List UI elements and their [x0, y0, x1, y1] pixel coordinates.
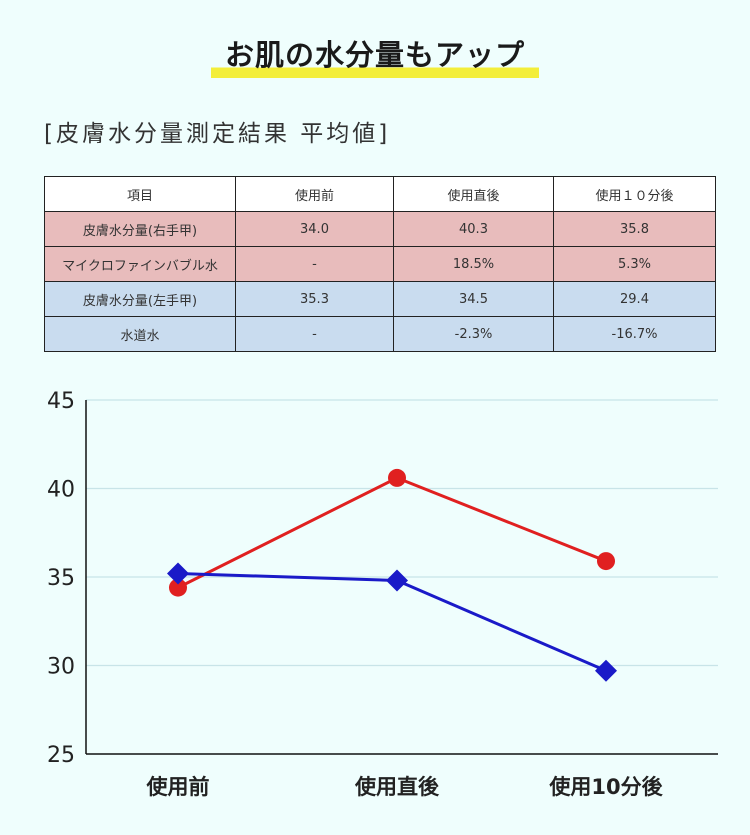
- subtitle: [皮膚水分量測定結果 平均値]: [44, 121, 391, 147]
- table-cell: -: [235, 246, 394, 282]
- data-point: [388, 468, 406, 487]
- headline-wrap: お肌の水分量もアップ: [0, 30, 750, 78]
- y-tick-label: 35: [47, 566, 75, 591]
- table-header-cell: 使用１０分後: [553, 176, 716, 212]
- line-chart: 45 40 35 30 25 使用前 使用直後 使用10分後: [47, 389, 718, 799]
- result-table: 項目 使用前 使用直後 使用１０分後 皮膚水分量(右手甲) 34.0 40.3 35.8 マイク…: [44, 176, 716, 352]
- table-cell: -16.7%: [553, 316, 716, 352]
- table-cell: 34.5: [393, 281, 554, 317]
- table-cell: 40.3: [393, 211, 554, 247]
- table-cell: -: [235, 316, 394, 352]
- table-row-label: 皮膚水分量(左手甲): [44, 281, 236, 317]
- table-cell: 34.0: [235, 211, 394, 247]
- table-header-row: 項目 使用前 使用直後 使用１０分後: [44, 176, 716, 212]
- table-cell: 18.5%: [393, 246, 554, 282]
- table-row: 水道水 - -2.3% -16.7%: [44, 316, 716, 352]
- data-point: [597, 552, 615, 571]
- table-cell: 35.8: [553, 211, 716, 247]
- series-line: [177, 476, 607, 589]
- table-body: 項目 使用前 使用直後 使用１０分後 皮膚水分量(右手甲) 34.0 40.3 35.8 マイク…: [44, 176, 716, 352]
- table-header-cell: 項目: [44, 176, 236, 212]
- table-row-label: マイクロファインバブル水: [44, 246, 236, 282]
- data-point: [169, 578, 187, 597]
- table-row-label: 水道水: [44, 316, 236, 352]
- data-point: [595, 659, 617, 682]
- series-line: [177, 571, 607, 673]
- table-row: マイクロファインバブル水 -18.5% 5.3%: [44, 246, 716, 282]
- table-cell: -2.3%: [393, 316, 554, 352]
- data-point: [167, 562, 189, 585]
- y-tick-label: 45: [47, 389, 75, 414]
- y-tick-label: 30: [47, 655, 75, 680]
- table-cell: 5.3%: [553, 246, 716, 282]
- table-header-cell: 使用直後: [393, 176, 554, 212]
- x-tick-label: 使用10分後: [548, 775, 663, 799]
- table-cell: 35.3: [235, 281, 394, 317]
- y-tick-label: 25: [47, 743, 75, 768]
- table-row: 皮膚水分量(左手甲) 35.3 34.5 29.4: [44, 281, 716, 317]
- table-cell: 29.4: [553, 281, 716, 317]
- table-header-cell: 使用前: [235, 176, 394, 212]
- headline: お肌の水分量もアップ: [210, 30, 539, 78]
- data-point: [386, 569, 408, 592]
- table-row-label: 皮膚水分量(右手甲): [44, 211, 236, 247]
- table-row: 皮膚水分量(右手甲) 34.0 40.3 35.8: [44, 211, 716, 247]
- y-tick-label: 40: [47, 478, 75, 503]
- x-tick-label: 使用前: [146, 775, 210, 799]
- x-tick-label: 使用直後: [354, 775, 440, 799]
